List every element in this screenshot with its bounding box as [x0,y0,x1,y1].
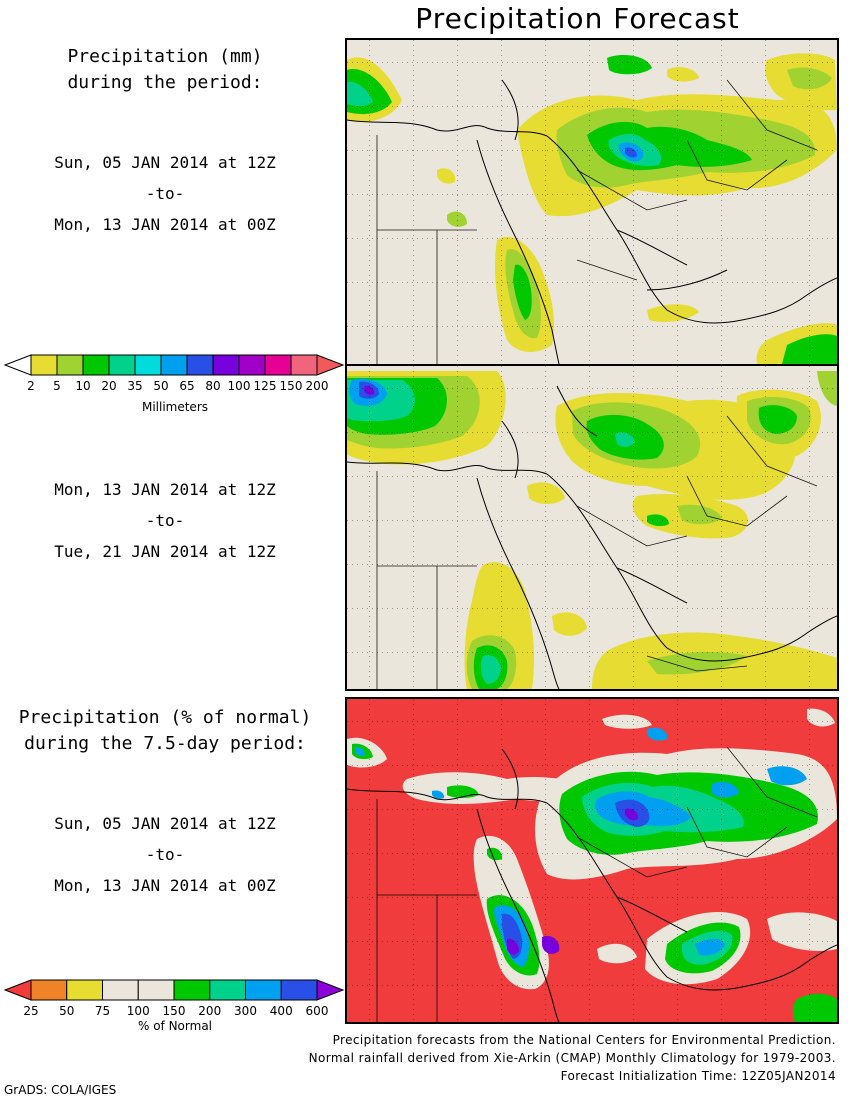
pct-colorbar-tick-label: 300 [234,1004,257,1018]
mm-colorbar-tick-label: 80 [205,379,220,393]
mm-colorbar-low-end [3,354,32,376]
borders-week1 [376,79,818,364]
map-week2 [347,366,837,689]
mm-colorbar-label: Millimeters [142,400,208,414]
mm-colorbar-tick-label: 150 [280,379,303,393]
panel1-heading-line2: during the period: [67,72,263,93]
pct-colorbar-tick-label: 150 [163,1004,186,1018]
pct-colorbar-tick-label: 75 [95,1004,110,1018]
pct-colorbar-swatch [137,979,175,1001]
pct-colorbar-swatch [209,979,246,1001]
panel1-sep: -to- [145,184,185,203]
mm-colorbar-swatch [238,354,266,376]
mm-colorbar-swatch [186,354,214,376]
pct-colorbar-swatch [245,979,282,1001]
panel1-period: Sun, 05 JAN 2014 at 12Z -to- Mon, 13 JAN… [0,147,330,240]
graticule-dots-pct [347,699,833,1020]
pct-colorbar-low-end [3,979,32,1001]
pct-colorbar-swatch [280,979,318,1001]
credits-line3: Forecast Initialization Time: 12Z05JAN20… [560,1069,836,1083]
pct-colorbar-swatch [66,979,103,1001]
pct-field [347,708,837,1022]
panel3-period: Sun, 05 JAN 2014 at 12Z -to- Mon, 13 JAN… [0,808,330,901]
map-panel-week1 [345,38,839,366]
pct-colorbar-high-end [316,979,345,1001]
pct-colorbar-tick-label: 400 [270,1004,293,1018]
borders-week2 [376,415,818,689]
coastlines-week2 [347,385,837,689]
panel3-start: Sun, 05 JAN 2014 at 12Z [54,814,276,833]
mm-colorbar-tick-label: 20 [101,379,116,393]
panel2-start: Mon, 13 JAN 2014 at 12Z [54,480,276,499]
panel1-heading: Precipitation (mm) during the period: [0,44,330,96]
mm-colorbar-swatch [212,354,240,376]
mm-colorbar-tick-label: 10 [75,379,90,393]
map-week1 [347,40,837,364]
precip-field-week1 [347,53,837,364]
graticule-dots-week2 [347,366,833,687]
pct-colorbar-label: % of Normal [138,1019,212,1033]
mm-colorbar-tick-label: 65 [179,379,194,393]
pct-colorbar-swatch [173,979,211,1001]
mm-colorbar-tick-label: 125 [254,379,277,393]
mm-colorbar-tick-label: 50 [153,379,168,393]
pct-colorbar-tick-label: 200 [198,1004,221,1018]
credits-line2: Normal rainfall derived from Xie-Arkin (… [308,1051,836,1065]
panel2-sep: -to- [145,511,185,530]
panel3-heading: Precipitation (% of normal) during the 7… [0,705,330,757]
panel1-start: Sun, 05 JAN 2014 at 12Z [54,153,276,172]
map-panel-pct-normal [345,697,839,1024]
mm-colorbar-tick-label: 35 [127,379,142,393]
mm-colorbar-tick-label: 5 [53,379,61,393]
mm-colorbar-tick-label: 100 [228,379,251,393]
panel3-heading-line2: during the 7.5-day period: [24,733,306,754]
pct-colorbar-swatch [30,979,68,1001]
panel1-end: Mon, 13 JAN 2014 at 00Z [54,215,276,234]
graticule-dots-week1 [347,40,833,361]
mm-colorbar-swatch [82,354,110,376]
map-pct-normal [347,699,837,1022]
precip-field-week2 [347,371,837,689]
credits-line1: Precipitation forecasts from the Nationa… [332,1033,836,1047]
pct-colorbar-tick-label: 100 [127,1004,150,1018]
mm-colorbar-swatch [160,354,188,376]
panel2-end: Tue, 21 JAN 2014 at 12Z [54,542,276,561]
mm-colorbar: 2 5 10 20 35 50 65 80 100 125 150 200 Millimeters [3,354,345,414]
pct-colorbar-tick-label: 600 [306,1004,329,1018]
mm-colorbar-swatch [108,354,136,376]
mm-colorbar-swatch [56,354,84,376]
pct-colorbar-tick-label: 50 [59,1004,74,1018]
coastlines-pct [347,748,837,1022]
panel3-sep: -to- [145,845,185,864]
page-title: Precipitation Forecast [415,2,740,35]
panel3-end: Mon, 13 JAN 2014 at 00Z [54,876,276,895]
panel2-period: Mon, 13 JAN 2014 at 12Z -to- Tue, 21 JAN… [0,474,330,567]
mm-colorbar-high-end [316,354,345,376]
mm-colorbar-swatch [264,354,292,376]
map-panel-week2 [345,364,839,691]
software-credit: GrADS: COLA/IGES [4,1083,117,1097]
pct-colorbar-tick-label: 25 [23,1004,38,1018]
mm-colorbar-swatch [290,354,318,376]
mm-colorbar-tick-label: 2 [27,379,35,393]
borders-pct [376,746,818,1022]
pct-colorbar: 25 50 75 100 150 200 300 400 600 % of Normal [3,979,345,1033]
coastlines-week1 [347,79,837,364]
mm-colorbar-swatch [134,354,162,376]
panel1-heading-line1: Precipitation (mm) [67,46,263,67]
pct-colorbar-swatch [102,979,139,1001]
mm-colorbar-swatch [30,354,58,376]
panel3-heading-line1: Precipitation (% of normal) [18,707,312,728]
mm-colorbar-tick-label: 200 [306,379,329,393]
